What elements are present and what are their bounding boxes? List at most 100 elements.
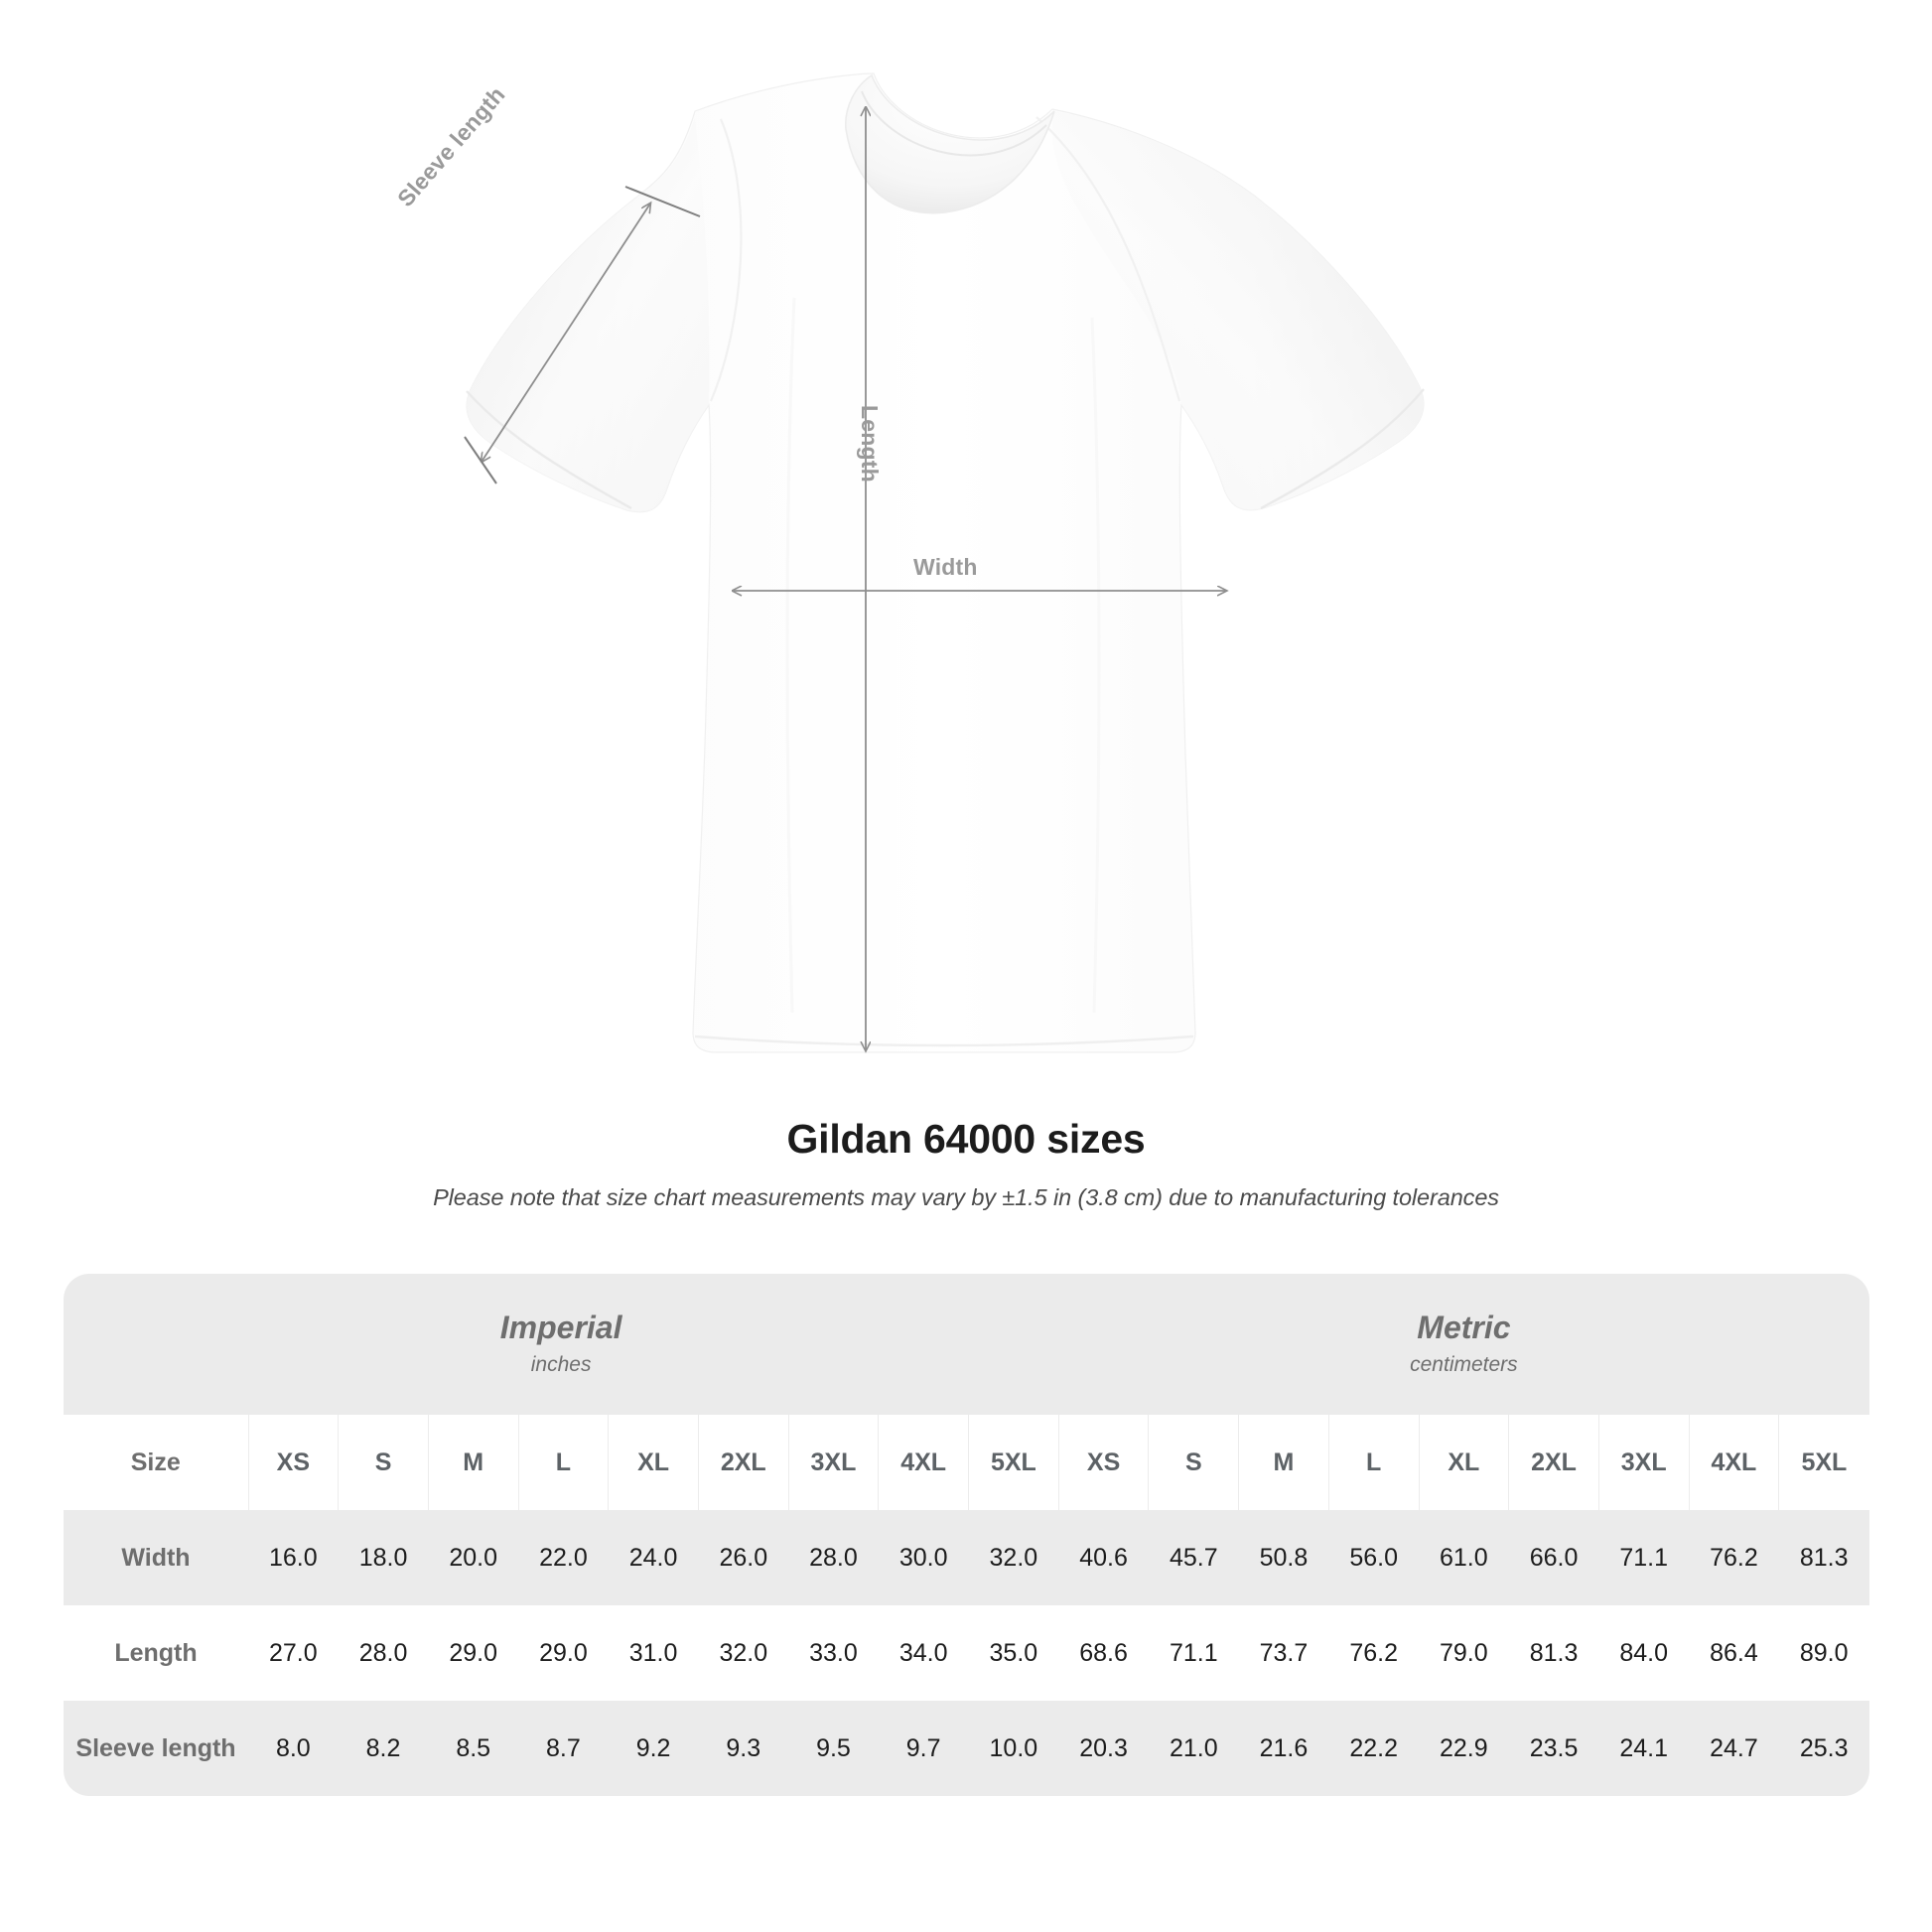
measurement-guides (464, 107, 1226, 1050)
cell-sleeve-length-imperial-s: 8.2 (338, 1701, 429, 1796)
cell-width-imperial-xs: 16.0 (248, 1510, 339, 1605)
size-header-imperial-2xl: 2XL (697, 1415, 789, 1510)
cell-length-imperial-xl: 31.0 (608, 1605, 699, 1701)
cell-sleeve-length-metric-m: 21.6 (1238, 1701, 1329, 1796)
cell-width-metric-2xl: 66.0 (1508, 1510, 1599, 1605)
size-header-metric-3xl: 3XL (1597, 1415, 1690, 1510)
cell-sleeve-length-imperial-3xl: 9.5 (788, 1701, 879, 1796)
size-header-imperial-4xl: 4XL (878, 1415, 969, 1510)
cell-width-metric-4xl: 76.2 (1689, 1510, 1779, 1605)
cell-length-metric-xl: 79.0 (1419, 1605, 1509, 1701)
cell-length-imperial-5xl: 35.0 (968, 1605, 1059, 1701)
row-header-sleeve-length: Sleeve length (64, 1701, 248, 1796)
cell-width-imperial-xl: 24.0 (608, 1510, 699, 1605)
size-header-metric-xs: XS (1057, 1415, 1149, 1510)
tolerance-note: Please note that size chart measurements… (433, 1184, 1499, 1210)
cell-length-imperial-xs: 27.0 (248, 1605, 339, 1701)
cell-length-metric-m: 73.7 (1238, 1605, 1329, 1701)
sleeve-tick-top (624, 186, 701, 217)
cell-sleeve-length-metric-l: 22.2 (1328, 1701, 1419, 1796)
row-header-width: Width (64, 1510, 248, 1605)
cell-sleeve-length-metric-xl: 22.9 (1419, 1701, 1509, 1796)
size-header-imperial-3xl: 3XL (787, 1415, 879, 1510)
cell-length-imperial-s: 28.0 (338, 1605, 429, 1701)
cell-length-imperial-4xl: 34.0 (878, 1605, 969, 1701)
row-header-size: Size (64, 1415, 248, 1510)
cell-width-imperial-4xl: 30.0 (878, 1510, 969, 1605)
unit-name: Imperial (499, 1310, 622, 1346)
table-row: Length 27.0 28.0 29.0 29.0 31.0 32.0 33.0 34.0 35… (64, 1605, 1869, 1701)
heading-block: Gildan 64000 sizes Please note that size… (0, 1116, 1932, 1211)
size-header-metric-4xl: 4XL (1688, 1415, 1779, 1510)
cell-width-imperial-3xl: 28.0 (788, 1510, 879, 1605)
cell-length-metric-l: 76.2 (1328, 1605, 1419, 1701)
cell-width-metric-s: 45.7 (1148, 1510, 1239, 1605)
cell-sleeve-length-imperial-5xl: 10.0 (968, 1701, 1059, 1796)
size-header-metric-xl: XL (1418, 1415, 1509, 1510)
size-header-metric-s: S (1148, 1415, 1239, 1510)
cell-sleeve-length-metric-3xl: 24.1 (1598, 1701, 1690, 1796)
cell-length-metric-5xl: 89.0 (1778, 1605, 1869, 1701)
unit-header-row: Imperial inches Metric centimeters (64, 1274, 1869, 1415)
cell-width-imperial-m: 20.0 (428, 1510, 519, 1605)
cell-sleeve-length-imperial-2xl: 9.3 (698, 1701, 789, 1796)
cell-length-imperial-m: 29.0 (428, 1605, 519, 1701)
cell-sleeve-length-metric-4xl: 24.7 (1689, 1701, 1779, 1796)
unit-header-imperial: Imperial inches (64, 1274, 1059, 1415)
cell-sleeve-length-imperial-xl: 9.2 (608, 1701, 699, 1796)
table-row: Width 16.0 18.0 20.0 22.0 24.0 26.0 28.0 30.0 32.… (64, 1510, 1869, 1605)
cell-sleeve-length-imperial-4xl: 9.7 (878, 1701, 969, 1796)
row-header-length: Length (64, 1605, 248, 1701)
tshirt-illustration: Sleeve length Length Width (392, 72, 1425, 1122)
cell-length-imperial-l: 29.0 (518, 1605, 609, 1701)
unit-header-metric: Metric centimeters (1058, 1274, 1869, 1415)
cell-sleeve-length-metric-5xl: 25.3 (1778, 1701, 1869, 1796)
tshirt-diagram-svg (464, 72, 1425, 1122)
size-header-imperial-s: S (338, 1415, 429, 1510)
size-header-metric-5xl: 5XL (1778, 1415, 1869, 1510)
size-header-metric-2xl: 2XL (1508, 1415, 1599, 1510)
cell-width-imperial-l: 22.0 (518, 1510, 609, 1605)
unit-subtitle: inches (530, 1352, 592, 1376)
length-label: Length (857, 405, 883, 483)
size-header-row: Size XS S M L XL 2XL 3XL 4XL 5XL XS S M L XL 2XL 3XL 4XL 5… (64, 1415, 1869, 1510)
cell-length-metric-4xl: 86.4 (1689, 1605, 1779, 1701)
cell-sleeve-length-metric-2xl: 23.5 (1508, 1701, 1599, 1796)
page-title: Gildan 64000 sizes (786, 1116, 1146, 1162)
table-row: Sleeve length 8.0 8.2 8.5 8.7 9.2 9.3 9.5 9.7 10.… (64, 1701, 1869, 1796)
size-table-wrapper: Imperial inches Metric centimeters Size XS S M L… (64, 1274, 1869, 1796)
cell-length-metric-xs: 68.6 (1058, 1605, 1149, 1701)
cell-width-metric-l: 56.0 (1328, 1510, 1419, 1605)
cell-width-metric-xs: 40.6 (1058, 1510, 1149, 1605)
cell-length-metric-s: 71.1 (1148, 1605, 1239, 1701)
cell-length-metric-2xl: 81.3 (1508, 1605, 1599, 1701)
cell-sleeve-length-metric-s: 21.0 (1148, 1701, 1239, 1796)
cell-width-metric-xl: 61.0 (1419, 1510, 1509, 1605)
width-label: Width (913, 554, 978, 580)
size-header-imperial-xs: XS (247, 1415, 339, 1510)
sleeve-tick-bottom (464, 436, 497, 484)
cell-width-metric-m: 50.8 (1238, 1510, 1329, 1605)
cell-width-imperial-5xl: 32.0 (968, 1510, 1059, 1605)
size-header-metric-m: M (1238, 1415, 1329, 1510)
size-header-metric-l: L (1327, 1415, 1419, 1510)
cell-width-metric-3xl: 71.1 (1598, 1510, 1690, 1605)
size-header-imperial-l: L (517, 1415, 609, 1510)
cell-width-imperial-s: 18.0 (338, 1510, 429, 1605)
size-header-imperial-xl: XL (608, 1415, 699, 1510)
cell-sleeve-length-imperial-l: 8.7 (518, 1701, 609, 1796)
cell-sleeve-length-imperial-m: 8.5 (428, 1701, 519, 1796)
size-header-imperial-m: M (427, 1415, 519, 1510)
cell-sleeve-length-imperial-xs: 8.0 (248, 1701, 339, 1796)
unit-name: Metric (1417, 1310, 1511, 1346)
cell-sleeve-length-metric-xs: 20.3 (1058, 1701, 1149, 1796)
size-header-imperial-5xl: 5XL (968, 1415, 1059, 1510)
cell-width-metric-5xl: 81.3 (1778, 1510, 1869, 1605)
size-table: Imperial inches Metric centimeters Size XS S M L… (64, 1274, 1869, 1796)
cell-length-imperial-3xl: 33.0 (788, 1605, 879, 1701)
cell-length-imperial-2xl: 32.0 (698, 1605, 789, 1701)
sleeve-guide-line (482, 204, 650, 462)
cell-length-metric-3xl: 84.0 (1598, 1605, 1690, 1701)
unit-subtitle: centimeters (1410, 1352, 1518, 1376)
